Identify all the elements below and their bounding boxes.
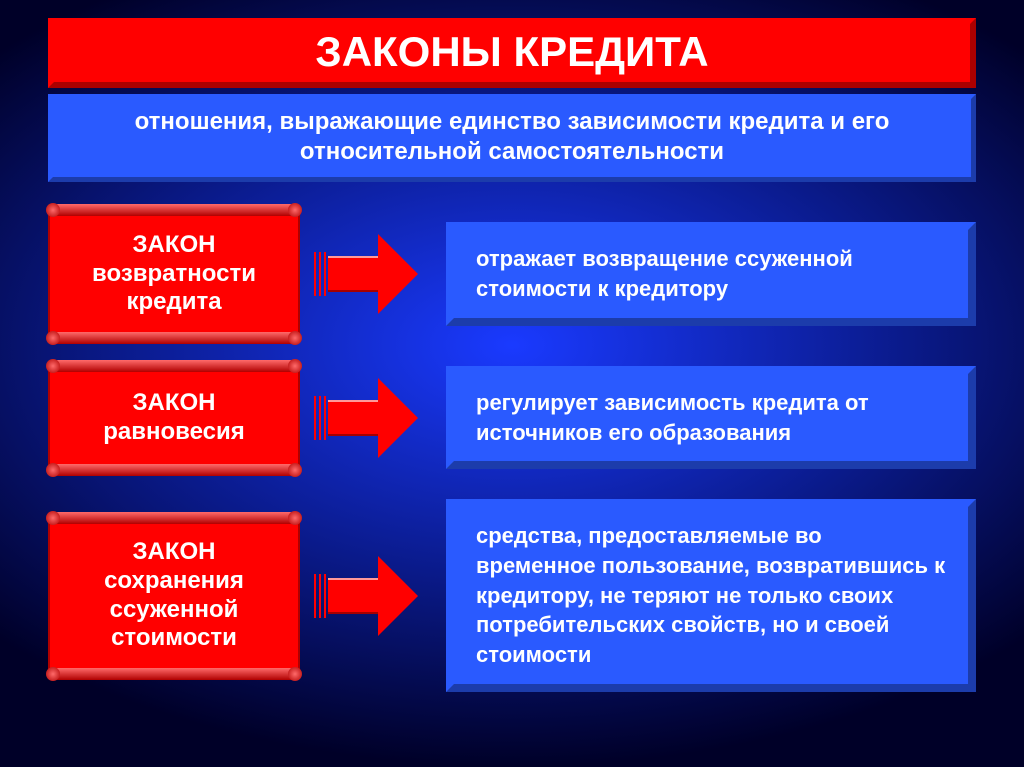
- arrow-right-icon: [328, 556, 418, 636]
- desc-text-1: отражает возвращение ссуженной стоимости…: [476, 244, 946, 303]
- scroll-curl-top: [52, 204, 296, 216]
- law-label-2: ЗАКОН равновесия: [48, 368, 300, 468]
- arrow-right-icon: [328, 234, 418, 314]
- scroll-curl-bottom: [52, 668, 296, 680]
- scroll-curl-top: [52, 360, 296, 372]
- arrow-2-wrap: [318, 378, 428, 458]
- law-label-3-text: ЗАКОН сохранения ссуженной стоимости: [60, 538, 288, 653]
- law-label-1: ЗАКОН возвратности кредита: [48, 212, 300, 336]
- rows-container: ЗАКОН возвратности кредита отражает возв…: [48, 212, 976, 692]
- law-label-3: ЗАКОН сохранения ссуженной стоимости: [48, 520, 300, 672]
- subtitle-text: отношения, выражающие единство зависимос…: [135, 108, 890, 165]
- desc-box-2: регулирует зависимость кредита от источн…: [446, 366, 976, 469]
- arrow-1-wrap: [318, 234, 428, 314]
- row-2: ЗАКОН равновесия регулирует зависимость …: [48, 366, 976, 469]
- arrow-shaft: [328, 256, 378, 292]
- title-bar: ЗАКОНЫ КРЕДИТА: [48, 18, 976, 88]
- arrow-3-wrap: [318, 556, 428, 636]
- arrow-trail-lines: [314, 396, 326, 440]
- row-3: ЗАКОН сохранения ссуженной стоимости сре…: [48, 499, 976, 691]
- arrow-trail-lines: [314, 574, 326, 618]
- law-label-1-text: ЗАКОН возвратности кредита: [60, 231, 288, 317]
- scroll-curl-bottom: [52, 464, 296, 476]
- arrow-head: [378, 234, 418, 314]
- desc-text-3: средства, предоставляемые во временное п…: [476, 521, 946, 669]
- arrow-shaft: [328, 400, 378, 436]
- desc-box-1: отражает возвращение ссуженной стоимости…: [446, 222, 976, 325]
- desc-text-2: регулирует зависимость кредита от источн…: [476, 388, 946, 447]
- subtitle-bar: отношения, выражающие единство зависимос…: [48, 94, 976, 182]
- law-label-2-text: ЗАКОН равновесия: [60, 389, 288, 447]
- row-1: ЗАКОН возвратности кредита отражает возв…: [48, 212, 976, 336]
- desc-box-3: средства, предоставляемые во временное п…: [446, 499, 976, 691]
- title-text: ЗАКОНЫ КРЕДИТА: [315, 28, 708, 75]
- scroll-curl-bottom: [52, 332, 296, 344]
- arrow-trail-lines: [314, 252, 326, 296]
- arrow-shaft: [328, 578, 378, 614]
- slide-content: ЗАКОНЫ КРЕДИТА отношения, выражающие еди…: [0, 0, 1024, 767]
- arrow-right-icon: [328, 378, 418, 458]
- arrow-head: [378, 378, 418, 458]
- arrow-head: [378, 556, 418, 636]
- scroll-curl-top: [52, 512, 296, 524]
